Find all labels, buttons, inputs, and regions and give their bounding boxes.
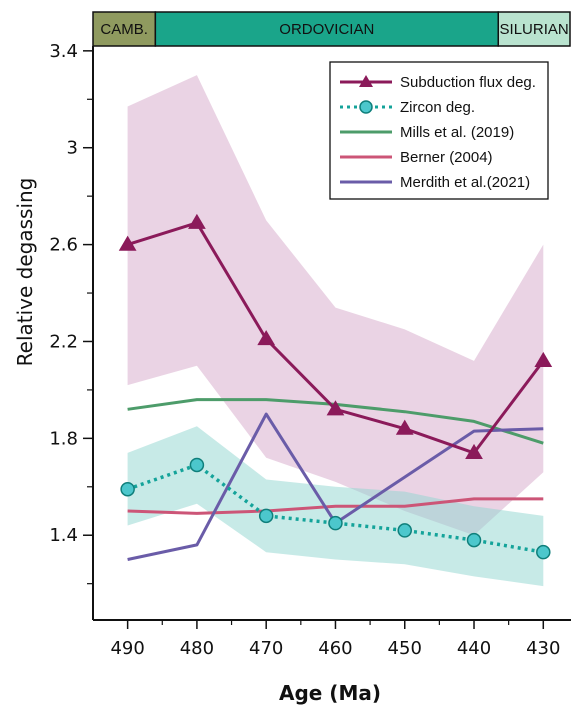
data-point-zircon-deg-490 bbox=[120, 481, 135, 497]
legend-label-zircon-deg: Zircon deg. bbox=[400, 99, 475, 116]
period-camb-box bbox=[92, 11, 157, 47]
x-tick-label-490: 490 bbox=[110, 638, 144, 659]
series-markers bbox=[118, 213, 553, 560]
data-point-subduction-flux-deg-480 bbox=[188, 213, 206, 229]
x-tick-label-450: 450 bbox=[388, 638, 422, 659]
y-tick-label-1-4: 1.4 bbox=[49, 525, 78, 546]
geologic-period-bar: CAMB. ORDOVICIAN SILURIAN bbox=[92, 11, 571, 47]
data-point-zircon-deg-430 bbox=[536, 544, 551, 560]
legend-marker-zircon-deg bbox=[359, 100, 373, 114]
legend-marker-subduction-flux-deg bbox=[359, 75, 373, 87]
data-point-subduction-flux-deg-450 bbox=[395, 419, 414, 435]
x-tick-label-480: 480 bbox=[180, 638, 214, 659]
band-subduction-flux-uncertainty bbox=[127, 75, 544, 536]
data-point-subduction-flux-deg-470 bbox=[257, 330, 276, 346]
series-line-berner-2004 bbox=[127, 497, 544, 515]
data-point-subduction-flux-deg-440 bbox=[465, 443, 483, 459]
legend-label-merdith-et-al-2021: Merdith et al.(2021) bbox=[400, 174, 530, 191]
period-silurian-label: SILURIAN bbox=[500, 21, 569, 38]
legend: Subduction flux deg. Zircon deg. Mills et … bbox=[329, 61, 549, 200]
y-tick-label-1-8: 1.8 bbox=[49, 428, 78, 449]
period-camb-label: CAMB. bbox=[100, 21, 148, 38]
y-tick-label-3: 3 bbox=[67, 138, 78, 159]
y-tick-label-2-6: 2.6 bbox=[49, 235, 78, 256]
y-axis-title: Relative degassing bbox=[13, 178, 37, 367]
x-tick-label-470: 470 bbox=[249, 638, 283, 659]
period-silurian-box bbox=[497, 11, 571, 47]
x-tick-label-440: 440 bbox=[457, 638, 491, 659]
data-point-zircon-deg-480 bbox=[189, 457, 205, 473]
period-ordovician-box bbox=[154, 11, 500, 47]
axes: 490 480 470 460 450 440 430 1.4 1.8 2.2 2.6 3 3.4 bbox=[49, 41, 560, 659]
data-point-zircon-deg-460 bbox=[328, 515, 343, 531]
y-tick-label-2-2: 2.2 bbox=[49, 331, 78, 352]
data-point-zircon-deg-450 bbox=[397, 523, 412, 538]
data-point-zircon-deg-440 bbox=[466, 532, 482, 548]
legend-label-subduction-flux-deg: Subduction flux deg. bbox=[400, 74, 536, 91]
plot-frame bbox=[92, 46, 571, 621]
legend-label-mills-et-al-2019: Mills et al. (2019) bbox=[400, 124, 514, 141]
data-point-zircon-deg-470 bbox=[258, 508, 274, 524]
data-point-subduction-flux-deg-490 bbox=[118, 235, 137, 251]
data-point-subduction-flux-deg-430 bbox=[534, 351, 553, 367]
data-point-subduction-flux-deg-460 bbox=[326, 400, 345, 416]
period-ordovician-label: ORDOVICIAN bbox=[279, 21, 374, 38]
x-axis-title: Age (Ma) bbox=[279, 681, 381, 705]
legend-label-berner-2004: Berner (2004) bbox=[400, 149, 493, 166]
y-tick-label-3-4: 3.4 bbox=[49, 41, 78, 62]
x-tick-label-430: 430 bbox=[526, 638, 560, 659]
x-tick-label-460: 460 bbox=[318, 638, 352, 659]
